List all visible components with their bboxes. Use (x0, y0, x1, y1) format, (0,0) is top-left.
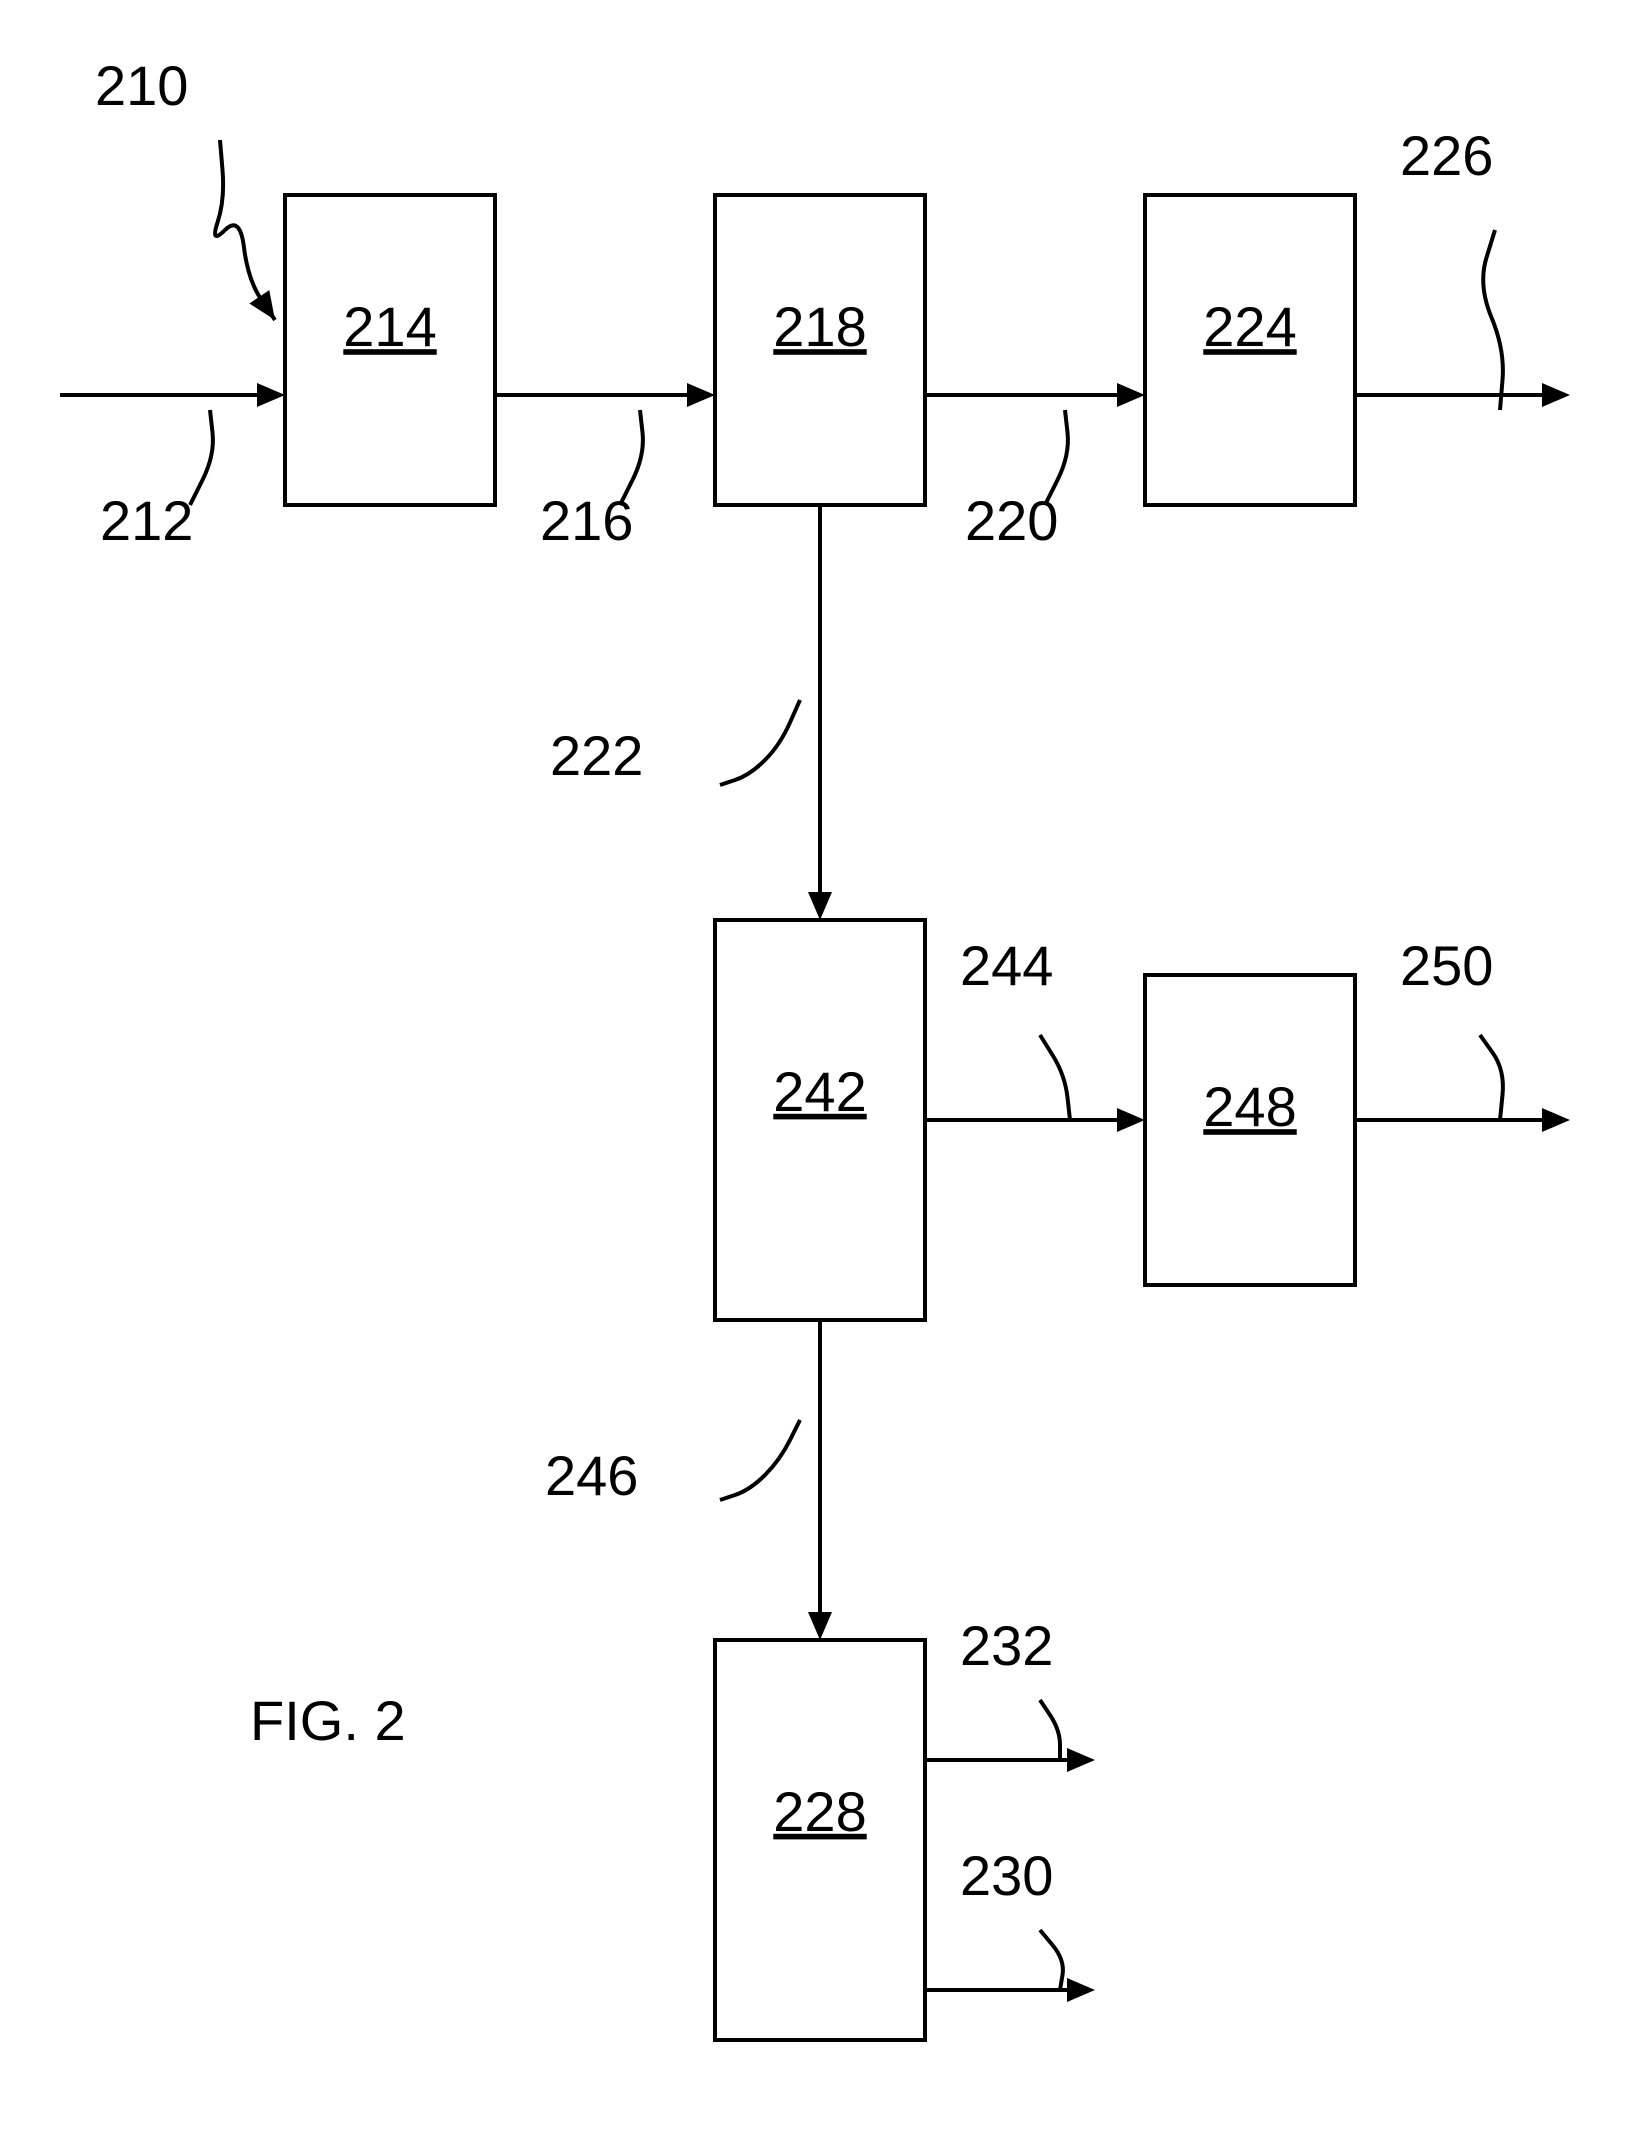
callout-fig: FIG. 2 (250, 1689, 406, 1752)
callout-l212: 212 (100, 489, 193, 552)
arrowhead-icon (808, 892, 832, 920)
callout-l244: 244 (960, 934, 1053, 997)
callout-l216: 216 (540, 489, 633, 552)
arrowhead-icon (249, 290, 275, 320)
arrowhead-icon (1117, 383, 1145, 407)
leader-line (1483, 230, 1503, 410)
leader-line (720, 700, 800, 785)
leader-line (1040, 1035, 1070, 1120)
arrowhead-icon (1542, 1108, 1570, 1132)
callout-l250: 250 (1400, 934, 1493, 997)
block-label-224: 224 (1203, 295, 1296, 358)
leader-line (190, 410, 213, 505)
callout-l210: 210 (95, 54, 188, 117)
block-label-248: 248 (1203, 1075, 1296, 1138)
callout-l226: 226 (1400, 124, 1493, 187)
leader-line (1480, 1035, 1503, 1120)
block-label-228: 228 (773, 1780, 866, 1843)
callout-l246: 246 (545, 1444, 638, 1507)
arrowhead-icon (1542, 383, 1570, 407)
block-label-218: 218 (773, 295, 866, 358)
callout-l220: 220 (965, 489, 1058, 552)
block-label-214: 214 (343, 295, 436, 358)
leader-line (720, 1420, 800, 1500)
callout-l222: 222 (550, 724, 643, 787)
arrowhead-icon (1067, 1978, 1095, 2002)
arrowhead-icon (257, 383, 285, 407)
arrowhead-icon (1117, 1108, 1145, 1132)
leader-line (1040, 1930, 1063, 1990)
block-label-242: 242 (773, 1060, 866, 1123)
leader-line (1040, 1700, 1060, 1760)
arrowhead-icon (687, 383, 715, 407)
arrowhead-icon (808, 1612, 832, 1640)
arrowhead-icon (1067, 1748, 1095, 1772)
callout-l232: 232 (960, 1614, 1053, 1677)
callout-l230: 230 (960, 1844, 1053, 1907)
